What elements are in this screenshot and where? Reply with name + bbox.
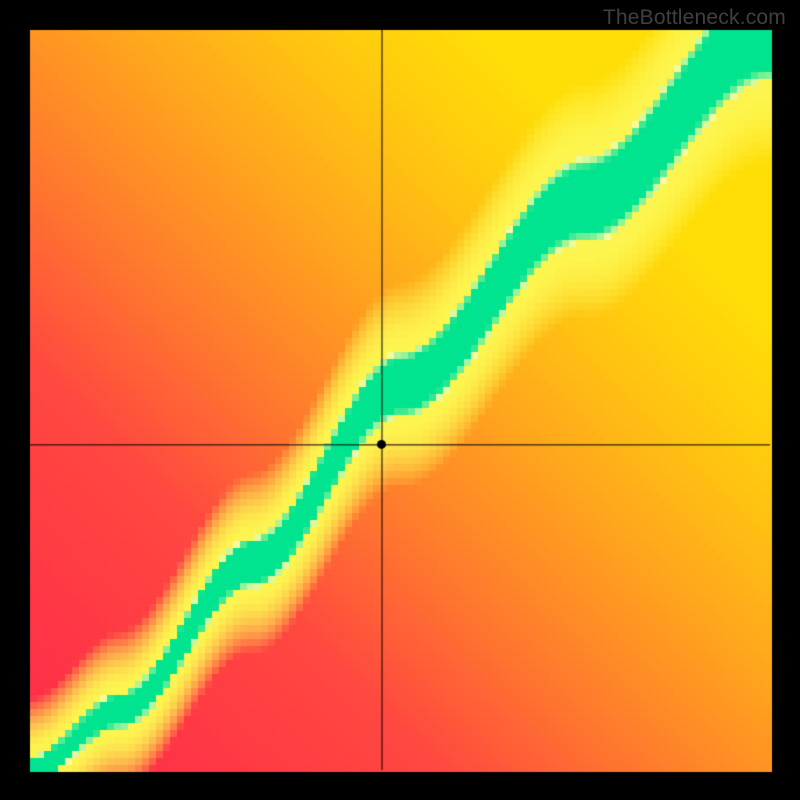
watermark-text: TheBottleneck.com xyxy=(603,6,786,30)
chart-container: TheBottleneck.com xyxy=(0,0,800,800)
heatmap-canvas xyxy=(0,0,800,800)
